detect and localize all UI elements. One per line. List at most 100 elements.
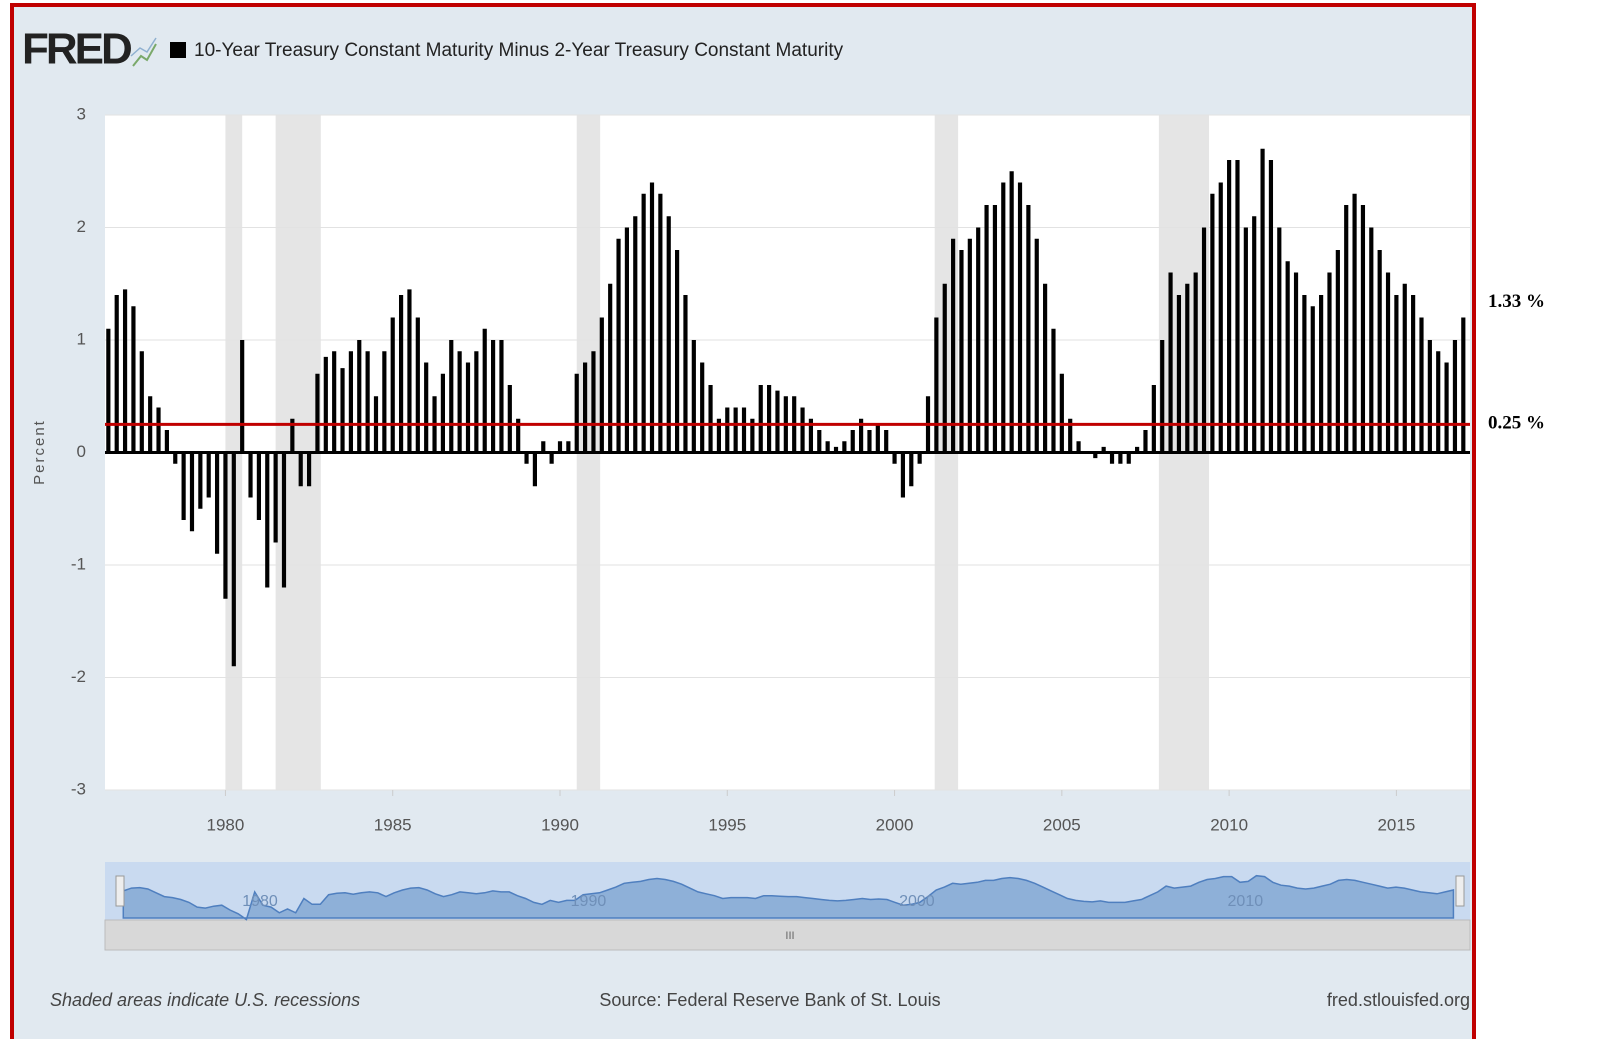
bar — [1419, 317, 1424, 453]
bar — [884, 430, 889, 453]
bar — [106, 328, 111, 453]
y-tick-label: 3 — [77, 104, 86, 123]
bar — [1302, 295, 1307, 453]
y-tick-label: 1 — [77, 329, 86, 348]
bar — [708, 385, 713, 453]
bar — [683, 295, 688, 453]
bar — [716, 418, 722, 453]
navigator-tick-label: 2010 — [1228, 893, 1264, 910]
navigator-area — [122, 874, 1455, 921]
bar — [1402, 283, 1407, 453]
navigator-tick-label: 1990 — [571, 893, 607, 910]
bar — [398, 295, 404, 453]
bar — [290, 418, 295, 453]
bar — [649, 182, 655, 453]
bar — [934, 317, 939, 453]
bar — [984, 205, 989, 453]
bar — [532, 452, 537, 487]
chart-title: 10-Year Treasury Constant Maturity Minus… — [194, 40, 844, 61]
bar — [817, 430, 822, 453]
bar — [440, 373, 445, 453]
bar — [767, 385, 772, 453]
x-tick-label: 1980 — [207, 815, 245, 834]
y-tick-label: -3 — [71, 779, 86, 798]
annotation: 1.33 % — [1488, 291, 1545, 312]
bar — [700, 362, 705, 453]
bar — [959, 250, 964, 453]
bar — [574, 373, 579, 453]
bar — [1352, 193, 1357, 453]
bar — [449, 340, 454, 453]
bar — [725, 407, 730, 453]
bar — [482, 328, 487, 453]
navigator-tick-label: 1980 — [242, 893, 278, 910]
bar — [591, 351, 596, 453]
bar — [256, 452, 261, 520]
bar — [1444, 362, 1449, 453]
bar — [1427, 340, 1432, 453]
navigator-handle — [1455, 875, 1465, 907]
bar — [842, 441, 847, 453]
bar — [675, 250, 680, 453]
bar — [281, 452, 287, 588]
bar — [741, 407, 747, 453]
logo: FRED — [22, 25, 131, 74]
bar — [1210, 193, 1215, 453]
bar — [951, 238, 956, 453]
bar — [407, 289, 412, 453]
bar — [206, 452, 211, 498]
bar — [122, 289, 128, 453]
bar — [976, 227, 981, 453]
bar — [616, 238, 621, 453]
bar — [189, 452, 195, 532]
bar — [875, 424, 880, 453]
bar — [992, 205, 998, 453]
bar — [231, 452, 236, 667]
bar — [156, 407, 161, 453]
bar — [474, 351, 479, 453]
bar — [1319, 295, 1324, 453]
y-tick-label: -2 — [71, 667, 86, 686]
x-tick-label: 2010 — [1210, 815, 1248, 834]
bar — [457, 351, 462, 453]
footer-url: fred.stlouisfed.org — [1327, 990, 1470, 1010]
scrollbar-grip: III — [785, 930, 794, 942]
x-tick-label: 1995 — [708, 815, 746, 834]
legend-swatch — [170, 42, 186, 58]
bar — [131, 306, 136, 453]
bar — [265, 452, 270, 588]
bar — [323, 356, 328, 453]
bar — [1394, 295, 1399, 453]
bar — [306, 452, 312, 487]
bar — [1436, 351, 1441, 453]
bar — [658, 193, 663, 453]
y-tick-label: 2 — [77, 217, 86, 236]
bar — [390, 317, 395, 453]
bar — [967, 238, 972, 453]
bar — [499, 340, 504, 453]
bar — [1009, 171, 1014, 453]
inner: FRED 10-Year Treasury Constant Maturity … — [22, 25, 1471, 1010]
bar — [750, 418, 755, 453]
bar — [1285, 261, 1290, 453]
bar — [1268, 160, 1274, 453]
bar — [114, 295, 119, 453]
bar — [1176, 295, 1182, 453]
bar — [733, 407, 738, 453]
bar — [332, 351, 337, 453]
bar — [1461, 317, 1466, 453]
bar — [1360, 205, 1366, 453]
bar — [424, 362, 429, 453]
bar — [833, 446, 839, 453]
navigator-handle — [115, 875, 125, 907]
bar — [1218, 182, 1223, 453]
bar — [1051, 328, 1056, 453]
bar — [173, 452, 178, 464]
x-tick-label: 2005 — [1043, 815, 1081, 834]
bar — [1026, 205, 1031, 453]
logo-icon — [132, 43, 157, 67]
bar — [859, 418, 864, 453]
y-axis-label: Percent — [31, 419, 48, 485]
bar — [1335, 250, 1340, 453]
